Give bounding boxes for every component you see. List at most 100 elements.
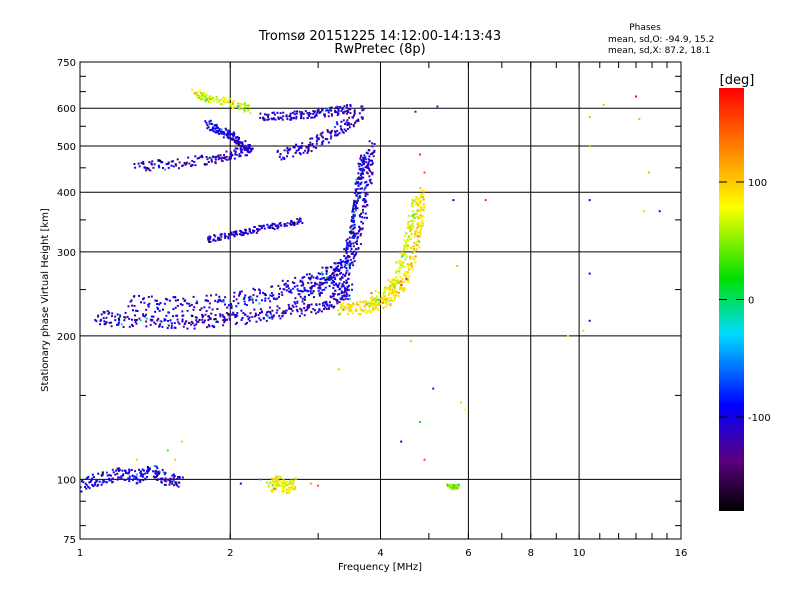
data-point bbox=[300, 115, 303, 118]
data-point bbox=[346, 244, 349, 247]
data-point bbox=[176, 304, 179, 307]
data-point bbox=[404, 241, 407, 244]
data-point bbox=[350, 242, 353, 245]
data-point bbox=[162, 167, 164, 169]
data-point bbox=[309, 141, 312, 144]
data-point bbox=[414, 110, 417, 113]
data-point bbox=[138, 317, 141, 320]
data-point bbox=[357, 181, 360, 184]
data-point bbox=[290, 485, 293, 488]
data-point bbox=[109, 478, 112, 481]
data-point bbox=[351, 216, 353, 219]
data-point bbox=[349, 306, 352, 309]
data-point bbox=[305, 308, 308, 311]
data-point bbox=[296, 300, 299, 303]
data-point bbox=[217, 158, 220, 161]
data-point bbox=[259, 312, 261, 315]
data-point bbox=[391, 279, 394, 282]
data-point bbox=[145, 169, 147, 172]
data-point bbox=[218, 132, 221, 135]
data-point bbox=[219, 238, 222, 241]
data-point bbox=[240, 149, 243, 152]
data-point bbox=[255, 231, 258, 234]
data-point bbox=[351, 283, 354, 286]
data-point bbox=[336, 269, 339, 272]
data-point bbox=[219, 103, 222, 106]
data-point bbox=[264, 297, 267, 300]
data-point bbox=[171, 480, 174, 483]
data-point bbox=[235, 153, 238, 156]
data-point bbox=[341, 108, 344, 111]
data-point bbox=[276, 305, 279, 308]
data-point bbox=[304, 309, 307, 312]
data-point bbox=[333, 276, 336, 279]
data-point bbox=[161, 161, 164, 164]
data-point bbox=[170, 164, 173, 167]
data-point bbox=[302, 284, 305, 287]
data-point bbox=[288, 483, 291, 485]
data-point bbox=[371, 145, 374, 148]
data-point bbox=[283, 225, 286, 228]
data-point bbox=[457, 486, 460, 489]
data-point bbox=[292, 482, 295, 485]
data-point bbox=[338, 301, 341, 304]
data-point bbox=[97, 472, 100, 475]
data-point bbox=[395, 294, 398, 297]
data-point bbox=[290, 312, 293, 315]
data-point bbox=[356, 187, 359, 190]
data-point bbox=[303, 287, 306, 289]
data-point bbox=[315, 146, 318, 149]
data-point bbox=[258, 228, 261, 231]
data-point bbox=[302, 112, 305, 115]
data-point bbox=[172, 480, 175, 483]
data-point bbox=[327, 276, 330, 279]
data-point bbox=[333, 293, 336, 295]
data-point bbox=[319, 287, 322, 289]
data-point bbox=[207, 324, 210, 327]
data-point bbox=[328, 131, 331, 134]
data-point bbox=[271, 317, 274, 320]
data-point bbox=[262, 118, 265, 121]
data-point bbox=[243, 298, 246, 300]
data-point bbox=[339, 297, 342, 300]
data-point bbox=[156, 306, 159, 309]
data-point bbox=[289, 147, 292, 150]
data-point bbox=[193, 324, 196, 327]
data-point bbox=[409, 257, 412, 260]
data-point bbox=[250, 147, 253, 150]
data-point bbox=[345, 260, 348, 263]
data-point bbox=[352, 235, 355, 238]
data-point bbox=[259, 112, 262, 115]
data-point bbox=[240, 309, 243, 312]
data-point bbox=[298, 145, 301, 148]
data-point bbox=[201, 313, 204, 316]
data-point bbox=[283, 157, 286, 160]
data-point bbox=[371, 142, 374, 145]
data-point bbox=[353, 255, 356, 258]
data-point bbox=[289, 482, 292, 485]
data-point bbox=[140, 301, 142, 304]
data-point bbox=[110, 321, 113, 324]
data-point bbox=[97, 483, 100, 486]
data-point bbox=[135, 319, 138, 321]
data-point bbox=[315, 283, 318, 286]
data-point bbox=[368, 167, 370, 170]
data-point bbox=[319, 291, 322, 294]
data-point bbox=[355, 209, 357, 212]
data-point bbox=[353, 203, 356, 206]
data-point bbox=[348, 231, 351, 233]
data-point bbox=[127, 477, 130, 480]
data-point bbox=[273, 228, 276, 231]
data-point bbox=[274, 484, 277, 487]
data-point bbox=[254, 315, 256, 318]
data-point bbox=[174, 481, 177, 484]
data-point bbox=[334, 262, 337, 265]
data-point bbox=[373, 303, 376, 306]
data-point bbox=[201, 92, 204, 95]
data-point bbox=[264, 299, 267, 302]
data-point bbox=[409, 340, 412, 343]
data-point bbox=[104, 480, 107, 483]
data-point bbox=[188, 322, 191, 324]
data-point bbox=[116, 313, 119, 316]
data-point bbox=[279, 221, 282, 224]
